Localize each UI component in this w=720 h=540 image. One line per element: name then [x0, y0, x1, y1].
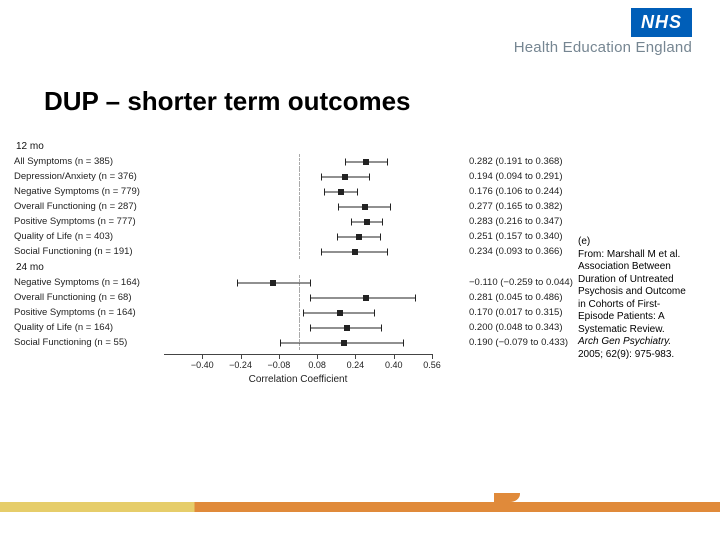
page-title: DUP – shorter term outcomes — [44, 86, 411, 117]
forest-row: Quality of Life (n = 164)0.200 (0.048 to… — [14, 320, 444, 335]
row-value: 0.234 (0.093 to 0.366) — [469, 246, 563, 257]
row-value: 0.176 (0.106 to 0.244) — [469, 186, 563, 197]
row-label: Quality of Life (n = 403) — [14, 231, 164, 242]
section-label: 12 mo — [16, 141, 444, 152]
forest-row: Negative Symptoms (n = 779)0.176 (0.106 … — [14, 184, 444, 199]
row-label: Negative Symptoms (n = 779) — [14, 186, 164, 197]
citation-line: in Cohorts of First- — [578, 299, 708, 312]
row-plot — [164, 244, 432, 259]
section-label: 24 mo — [16, 262, 444, 273]
row-plot — [164, 335, 432, 350]
row-value: 0.251 (0.157 to 0.340) — [469, 231, 563, 242]
forest-row: All Symptoms (n = 385)0.282 (0.191 to 0.… — [14, 154, 444, 169]
citation-journal: Arch Gen Psychiatry. — [578, 336, 671, 347]
row-plot — [164, 169, 432, 184]
citation-line: Duration of Untreated — [578, 274, 708, 287]
brand-block: NHS Health Education England — [514, 8, 692, 56]
row-label: All Symptoms (n = 385) — [14, 156, 164, 167]
forest-row: Positive Symptoms (n = 164)0.170 (0.017 … — [14, 305, 444, 320]
forest-row: Social Functioning (n = 55)0.190 (−0.079… — [14, 335, 444, 350]
forest-plot: 12 mo All Symptoms (n = 385)0.282 (0.191 … — [14, 138, 444, 386]
row-value: −0.110 (−0.259 to 0.044) — [469, 277, 573, 288]
row-value: 0.277 (0.165 to 0.382) — [469, 201, 563, 212]
forest-row: Negative Symptoms (n = 164)−0.110 (−0.25… — [14, 275, 444, 290]
row-label: Negative Symptoms (n = 164) — [14, 277, 164, 288]
row-value: 0.283 (0.216 to 0.347) — [469, 216, 563, 227]
row-value: 0.282 (0.191 to 0.368) — [469, 156, 563, 167]
row-label: Quality of Life (n = 164) — [14, 322, 164, 333]
row-label: Overall Functioning (n = 287) — [14, 201, 164, 212]
xtick-label: 0.40 — [385, 360, 403, 370]
citation-marker: (e) — [578, 236, 708, 249]
xtick-label: −0.40 — [191, 360, 214, 370]
forest-row: Depression/Anxiety (n = 376)0.194 (0.094… — [14, 169, 444, 184]
x-axis-title: Correlation Coefficient — [164, 374, 432, 385]
row-plot — [164, 290, 432, 305]
row-value: 0.170 (0.017 to 0.315) — [469, 307, 563, 318]
citation-block: (e) From: Marshall M et al.Association B… — [578, 236, 708, 361]
row-label: Depression/Anxiety (n = 376) — [14, 171, 164, 182]
citation-line: Association Between — [578, 261, 708, 274]
citation-line: Episode Patients: A — [578, 311, 708, 324]
brand-subtitle: Health Education England — [514, 39, 692, 56]
row-value: 0.194 (0.094 to 0.291) — [469, 171, 563, 182]
xtick-label: −0.24 — [229, 360, 252, 370]
xtick-label: −0.08 — [267, 360, 290, 370]
row-label: Social Functioning (n = 191) — [14, 246, 164, 257]
row-plot — [164, 184, 432, 199]
forest-row: Positive Symptoms (n = 777)0.283 (0.216 … — [14, 214, 444, 229]
row-label: Positive Symptoms (n = 777) — [14, 216, 164, 227]
row-plot — [164, 199, 432, 214]
nhs-logo: NHS — [631, 8, 692, 37]
footer-band — [0, 502, 720, 512]
row-label: Overall Functioning (n = 68) — [14, 292, 164, 303]
citation-line: From: Marshall M et al. — [578, 249, 708, 262]
forest-row: Social Functioning (n = 191)0.234 (0.093… — [14, 244, 444, 259]
xtick-label: 0.56 — [423, 360, 441, 370]
row-value: 0.281 (0.045 to 0.486) — [469, 292, 563, 303]
row-plot — [164, 305, 432, 320]
row-label: Social Functioning (n = 55) — [14, 337, 164, 348]
forest-row: Overall Functioning (n = 68)0.281 (0.045… — [14, 290, 444, 305]
row-plot — [164, 229, 432, 244]
row-value: 0.190 (−0.079 to 0.433) — [469, 337, 568, 348]
x-axis: −0.40−0.24−0.080.080.240.400.56 Correlat… — [164, 354, 432, 386]
row-plot — [164, 154, 432, 169]
row-value: 0.200 (0.048 to 0.343) — [469, 322, 563, 333]
xtick-label: 0.24 — [347, 360, 365, 370]
forest-row: Quality of Life (n = 403)0.251 (0.157 to… — [14, 229, 444, 244]
footer-notch — [494, 493, 520, 502]
xtick-label: 0.08 — [308, 360, 326, 370]
citation-line: Psychosis and Outcome — [578, 286, 708, 299]
forest-row: Overall Functioning (n = 287)0.277 (0.16… — [14, 199, 444, 214]
row-plot — [164, 214, 432, 229]
row-plot — [164, 275, 432, 290]
row-plot — [164, 320, 432, 335]
citation-tail: 2005; 62(9): 975-983. — [578, 349, 708, 362]
row-label: Positive Symptoms (n = 164) — [14, 307, 164, 318]
citation-line: Systematic Review. — [578, 324, 708, 337]
